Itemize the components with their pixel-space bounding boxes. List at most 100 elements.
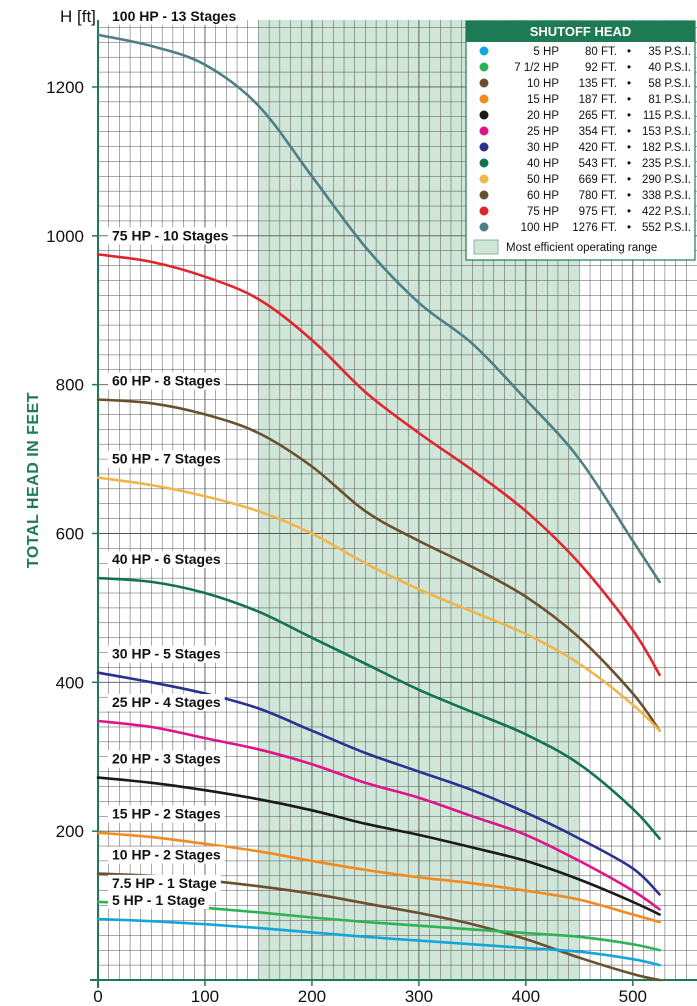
series-line bbox=[96, 776, 661, 916]
series-label: 20 HP - 3 Stages bbox=[112, 751, 221, 767]
legend-box bbox=[465, 20, 696, 261]
series-label-bg bbox=[108, 450, 225, 468]
legend-psi: 153 P.S.I. bbox=[642, 126, 691, 138]
series-label-bg bbox=[108, 874, 221, 892]
legend-bullet: • bbox=[627, 190, 631, 202]
legend-swatch bbox=[479, 62, 489, 72]
legend: SHUTOFF HEAD 5 HP 80 FT. • 35 P.S.I. 7 1/2 HP… bbox=[465, 20, 696, 261]
legend-ft: 187 FT. bbox=[579, 94, 617, 106]
legend-hp: 50 HP bbox=[527, 174, 559, 186]
legend-ft: 1276 FT. bbox=[572, 222, 617, 234]
series-label-bg bbox=[108, 891, 210, 909]
y-tick-label: 1200 bbox=[46, 78, 84, 97]
series-label: 75 HP - 10 Stages bbox=[112, 227, 229, 243]
legend-swatch bbox=[479, 126, 489, 136]
legend-psi: 338 P.S.I. bbox=[642, 190, 691, 202]
x-tick-label: 100 bbox=[191, 987, 219, 1006]
series-line bbox=[96, 719, 661, 911]
legend-bullet: • bbox=[627, 78, 631, 90]
series-label: 40 HP - 6 Stages bbox=[112, 551, 221, 567]
legend-ft: 135 FT. bbox=[579, 78, 617, 90]
series-label-bg bbox=[108, 372, 225, 390]
legend-psi: 35 P.S.I. bbox=[648, 46, 691, 58]
series-line bbox=[96, 398, 661, 732]
x-tick-label: 200 bbox=[298, 987, 326, 1006]
legend-hp: 10 HP bbox=[527, 78, 559, 90]
legend-psi: 115 P.S.I. bbox=[643, 110, 691, 122]
series-label-bg bbox=[108, 750, 225, 768]
series-label: 60 HP - 8 Stages bbox=[112, 373, 221, 389]
legend-ft: 80 FT. bbox=[585, 46, 617, 58]
series-labels-layer: 100 HP - 13 Stages 75 HP - 10 Stages 60 HP… bbox=[108, 7, 241, 909]
series-label: 10 HP - 2 Stages bbox=[112, 847, 221, 863]
series-label-bg bbox=[108, 551, 225, 569]
legend-swatch bbox=[479, 78, 489, 88]
legend-swatch bbox=[479, 174, 489, 184]
legend-bullet: • bbox=[627, 222, 631, 234]
x-tick-label: 400 bbox=[512, 987, 540, 1006]
legend-swatch bbox=[479, 46, 489, 56]
legend-range-swatch bbox=[473, 239, 499, 255]
legend-psi: 290 P.S.I. bbox=[642, 174, 691, 186]
series-line bbox=[96, 671, 661, 896]
legend-psi: 552 P.S.I. bbox=[642, 222, 691, 234]
legend-psi: 235 P.S.I. bbox=[642, 158, 691, 170]
legend-psi: 58 P.S.I. bbox=[648, 78, 691, 90]
ticks-layer: 0 100 200 300 400 500 200 400 600 800 1000 1200 bbox=[46, 78, 647, 1006]
legend-bullet: • bbox=[627, 46, 631, 58]
series-layer bbox=[96, 33, 661, 982]
legend-swatch bbox=[479, 142, 489, 152]
series-label: 30 HP - 5 Stages bbox=[112, 646, 221, 662]
legend-ft: 669 FT. bbox=[579, 174, 617, 186]
y-unit-label: H [ft] bbox=[60, 7, 96, 26]
legend-bullet: • bbox=[627, 126, 631, 138]
legend-bullet: • bbox=[627, 110, 631, 122]
legend-ft: 92 FT. bbox=[585, 62, 617, 74]
legend-bullet: • bbox=[627, 142, 631, 154]
legend-bullet: • bbox=[627, 94, 631, 106]
y-tick-label: 200 bbox=[56, 822, 84, 841]
legend-bullet: • bbox=[627, 62, 631, 74]
series-label: 7.5 HP - 1 Stage bbox=[112, 875, 217, 891]
series-label-bg bbox=[108, 846, 225, 864]
legend-hp: 100 HP bbox=[521, 222, 560, 234]
series-line bbox=[96, 917, 661, 967]
legend-hp: 75 HP bbox=[527, 206, 559, 218]
series-line bbox=[96, 831, 661, 924]
legend-ft: 975 FT. bbox=[579, 206, 617, 218]
legend-ft: 354 FT. bbox=[579, 126, 617, 138]
axes-layer bbox=[90, 20, 697, 988]
series-line bbox=[96, 576, 661, 840]
series-label-bg bbox=[108, 805, 225, 823]
series-line bbox=[96, 253, 661, 677]
x-tick-label: 500 bbox=[619, 987, 647, 1006]
legend-ft: 780 FT. bbox=[579, 190, 617, 202]
series-label-bg bbox=[108, 7, 241, 25]
series-label: 15 HP - 2 Stages bbox=[112, 806, 221, 822]
series-label: 25 HP - 4 Stages bbox=[112, 694, 221, 710]
legend-hp: 30 HP bbox=[527, 142, 559, 154]
y-tick-label: 1000 bbox=[46, 227, 84, 246]
legend-hp: 60 HP bbox=[527, 190, 559, 202]
legend-hp: 15 HP bbox=[527, 94, 559, 106]
legend-ft: 265 FT. bbox=[579, 110, 617, 122]
legend-bullet: • bbox=[627, 206, 631, 218]
series-label: 5 HP - 1 Stage bbox=[112, 892, 205, 908]
legend-swatch bbox=[479, 158, 489, 168]
legend-title: SHUTOFF HEAD bbox=[530, 24, 632, 39]
legend-hp: 40 HP bbox=[527, 158, 559, 170]
series-line bbox=[96, 33, 661, 584]
legend-swatch bbox=[479, 206, 489, 216]
legend-hp: 25 HP bbox=[527, 126, 559, 138]
y-tick-label: 600 bbox=[56, 524, 84, 543]
series-label-bg bbox=[108, 227, 233, 245]
legend-psi: 40 P.S.I. bbox=[648, 62, 691, 74]
legend-swatch bbox=[479, 94, 489, 104]
legend-hp: 20 HP bbox=[527, 110, 559, 122]
legend-hp: 5 HP bbox=[533, 46, 559, 58]
legend-psi: 81 P.S.I. bbox=[648, 94, 691, 106]
legend-ft: 543 FT. bbox=[579, 158, 617, 170]
legend-bullet: • bbox=[627, 158, 631, 170]
legend-swatch bbox=[479, 110, 489, 120]
